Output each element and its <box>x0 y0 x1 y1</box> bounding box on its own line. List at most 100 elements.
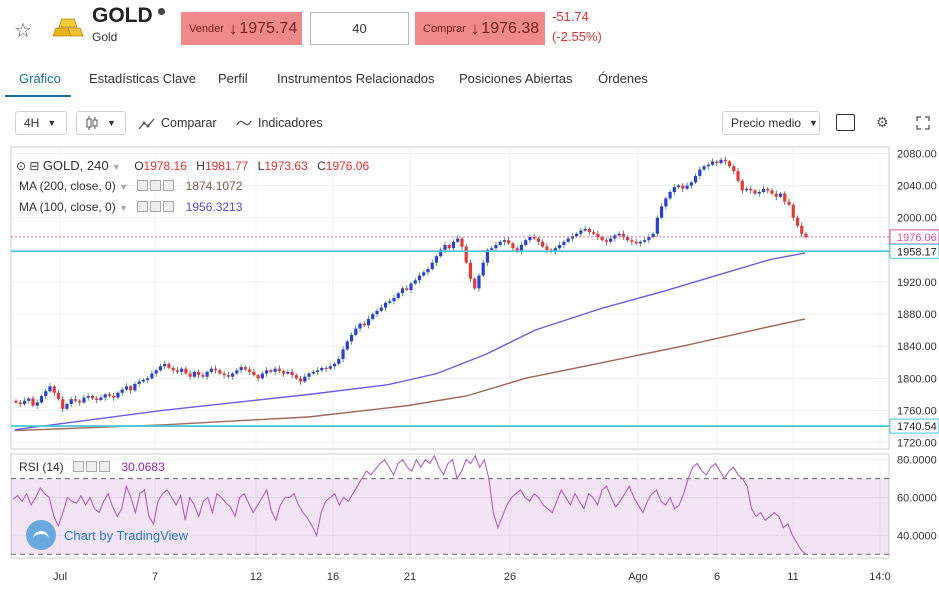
candle-body <box>473 278 477 289</box>
candle-body <box>324 367 328 370</box>
candle-body <box>383 302 388 308</box>
close-value: 1976.06 <box>325 159 370 173</box>
candle-body <box>201 375 205 377</box>
price-tag-label: 1976.06 <box>897 232 937 244</box>
gear-icon[interactable] <box>150 180 162 191</box>
candle-body <box>468 262 473 279</box>
candle-body <box>366 318 371 326</box>
chevron-down-icon[interactable]: ▼ <box>111 162 121 172</box>
tab-profile[interactable]: Perfil <box>218 71 248 86</box>
buy-price: 1976.38 <box>481 19 540 37</box>
ma200-label: MA (200, close, 0) <box>19 179 116 193</box>
candle-body <box>39 395 44 403</box>
candle-body <box>90 395 95 399</box>
compare-button[interactable]: Comparar <box>161 116 217 130</box>
eye-icon[interactable] <box>137 201 149 212</box>
candle-body <box>243 367 247 370</box>
price-tick-label: 1760.00 <box>897 405 937 417</box>
candle-body <box>626 236 630 241</box>
snapshot-icon[interactable] <box>836 114 855 131</box>
tab-related-instruments[interactable]: Instrumentos Relacionados <box>277 71 435 86</box>
candle-body <box>647 236 651 241</box>
candle-body <box>787 201 791 205</box>
chart-canvas[interactable]: Jul 7 12 16 21 26 Ago 6 11 14:0 2080.00 2040.00 2000… <box>0 146 939 591</box>
price-mode-select[interactable]: Precio medio ▼ <box>722 111 820 135</box>
candle-body <box>451 241 456 249</box>
candle-body <box>528 236 532 241</box>
price-tick-label: 2000.00 <box>897 213 937 225</box>
candle-body <box>587 228 591 233</box>
candle-body <box>740 180 744 191</box>
candle-body <box>175 370 179 372</box>
candle-body <box>124 386 129 390</box>
price-chart[interactable]: Jul 7 12 16 21 26 Ago 6 11 14:0 2080.00 2040.00 2000… <box>0 146 939 591</box>
candle-body <box>273 368 277 372</box>
candle-body <box>239 367 243 371</box>
candle-body <box>252 371 256 376</box>
gear-icon[interactable]: ⚙ <box>876 114 889 130</box>
indicators-icon[interactable] <box>236 118 252 128</box>
candle-body <box>664 198 668 207</box>
rsi-band <box>11 478 889 555</box>
toggle-icon[interactable]: ⊟ <box>29 159 40 173</box>
candle-body <box>579 230 583 234</box>
price-tag-box <box>889 418 939 434</box>
candle-body <box>515 248 519 252</box>
candle-body <box>502 240 507 242</box>
candle-body <box>545 246 549 250</box>
collapse-icon[interactable]: ⊙ <box>16 159 27 173</box>
quantity-input[interactable]: 40 <box>310 12 409 45</box>
fullscreen-icon[interactable] <box>916 116 930 130</box>
candle-body <box>413 280 417 284</box>
indicators-button[interactable]: Indicadores <box>258 116 323 130</box>
candle-body <box>141 379 146 382</box>
candle-body <box>396 293 400 298</box>
candle-body <box>541 241 545 247</box>
chevron-down-icon[interactable]: ▼ <box>119 203 128 213</box>
tab-key-stats[interactable]: Estadísticas Clave <box>89 71 196 86</box>
candle-body <box>744 188 749 191</box>
candle-body <box>685 185 689 189</box>
candle-body <box>524 240 528 245</box>
ma200-line <box>14 318 806 432</box>
x-tick-label: 7 <box>152 571 158 583</box>
candle-body <box>226 375 230 377</box>
close-icon[interactable] <box>99 461 111 472</box>
rsi-tick-label: 40.0000 <box>897 530 937 542</box>
rsi-label: RSI (14) <box>19 460 64 474</box>
tab-orders[interactable]: Órdenes <box>598 71 648 86</box>
tradingview-watermark[interactable]: Chart by TradingView <box>26 520 188 550</box>
price-tag-box <box>889 243 939 259</box>
eye-icon[interactable] <box>73 461 85 472</box>
candle-body <box>222 373 226 376</box>
gear-icon[interactable] <box>150 201 162 212</box>
tab-chart[interactable]: Gráfico <box>19 71 61 86</box>
candle-body <box>14 400 18 403</box>
candle-body <box>260 373 264 379</box>
candle-body <box>95 398 99 401</box>
sell-button[interactable]: Vender ↓ 1975.74 <box>181 12 302 45</box>
close-icon[interactable] <box>163 201 175 212</box>
candle-body <box>277 368 281 372</box>
candle-body <box>676 185 681 188</box>
chart-type-select[interactable]: ▼ <box>76 111 126 135</box>
tab-bar: Gráfico Estadísticas Clave Perfil Instru… <box>0 62 939 98</box>
candle-body <box>150 373 154 379</box>
candle-body <box>133 383 137 391</box>
candle-body <box>638 241 642 244</box>
interval-select[interactable]: 4H ▼ <box>15 111 67 135</box>
gear-icon[interactable] <box>86 461 98 472</box>
buy-button[interactable]: Comprar ↓ 1976.38 <box>415 12 545 45</box>
candle-body <box>137 381 141 384</box>
candle-body <box>698 169 702 176</box>
rsi-line <box>12 454 807 555</box>
compare-icon[interactable] <box>138 116 156 132</box>
candle-body <box>651 233 655 237</box>
candle-body <box>723 159 727 162</box>
chevron-down-icon[interactable]: ▼ <box>119 182 128 192</box>
eye-icon[interactable] <box>137 180 149 191</box>
candle-body <box>689 182 693 186</box>
tab-open-positions[interactable]: Posiciones Abiertas <box>459 71 573 86</box>
star-icon[interactable]: ☆ <box>14 20 32 42</box>
close-icon[interactable] <box>163 180 175 191</box>
